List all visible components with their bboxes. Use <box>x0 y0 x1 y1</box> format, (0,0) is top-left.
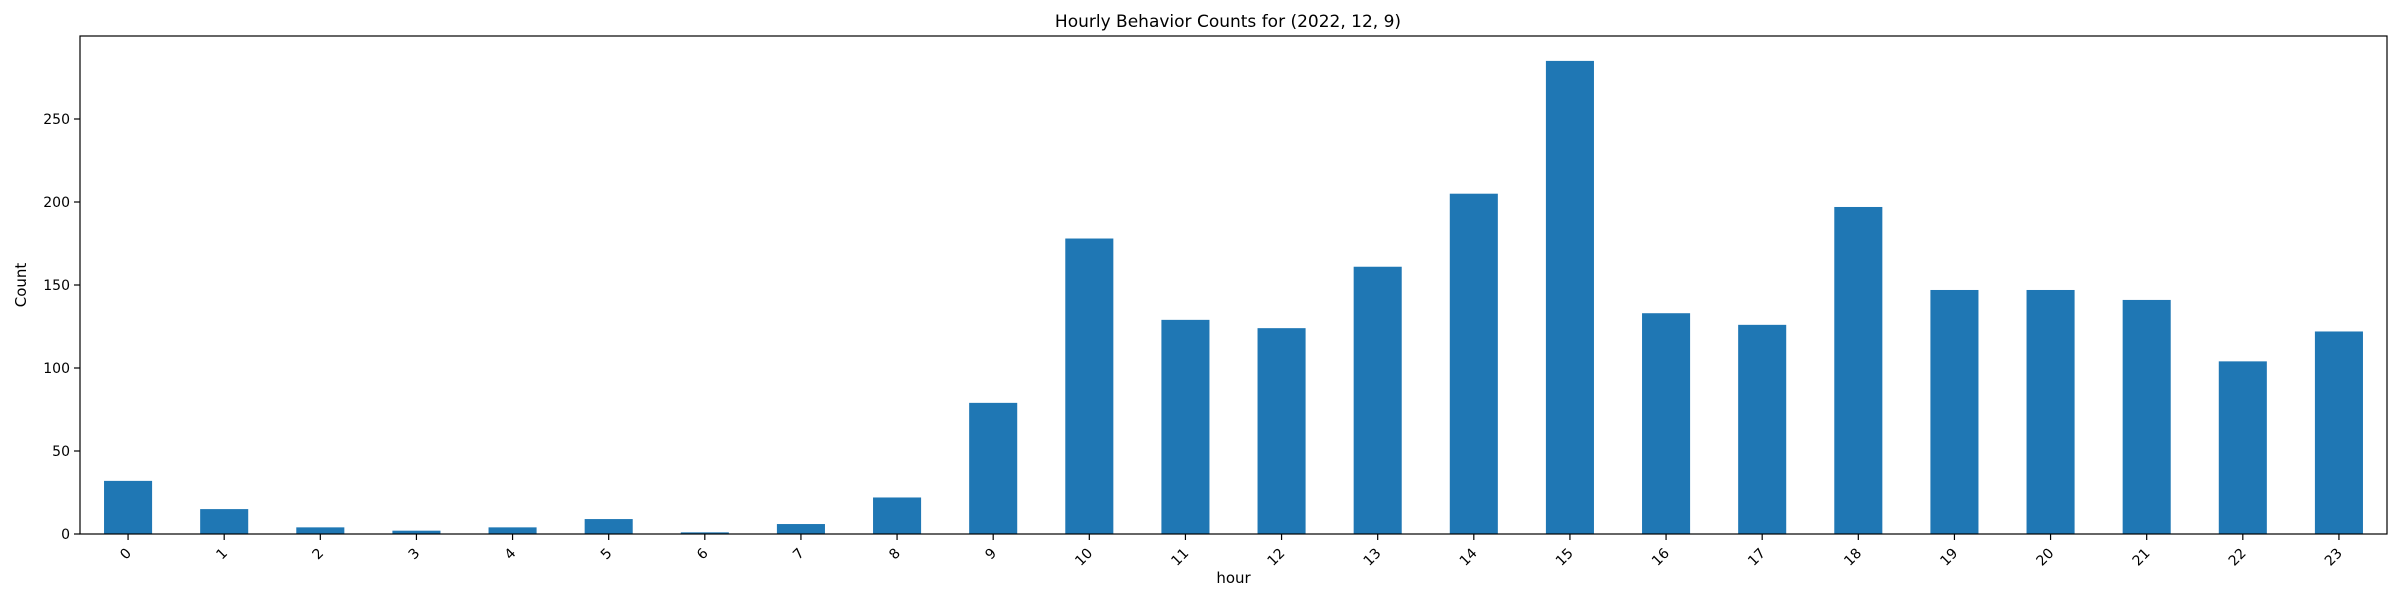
x-tick-label: 3 <box>406 546 424 564</box>
bar-hour-3 <box>392 530 441 534</box>
bar-hour-7 <box>776 524 825 534</box>
x-tick-label: 5 <box>598 546 616 564</box>
plot-frame <box>79 35 2388 535</box>
bars-group <box>104 60 2363 535</box>
y-tick-label: 100 <box>43 361 70 377</box>
x-tick-label: 8 <box>886 546 904 564</box>
x-tick-label: 1 <box>213 546 231 564</box>
x-tick-label: 21 <box>2130 546 2154 570</box>
bar-hour-0 <box>104 480 153 534</box>
bar-hour-8 <box>873 497 922 534</box>
bar-hour-12 <box>1257 328 1306 534</box>
y-tick-label: 50 <box>52 444 70 460</box>
bar-hour-22 <box>2218 361 2267 534</box>
bar-hour-9 <box>969 402 1018 534</box>
x-tick-label: 23 <box>2322 546 2346 570</box>
bar-hour-15 <box>1545 60 1594 535</box>
bar-hour-11 <box>1161 319 1210 534</box>
bar-hour-13 <box>1353 266 1402 534</box>
y-tick-label: 0 <box>61 527 70 543</box>
x-tick-label: 12 <box>1264 546 1288 570</box>
bar-hour-5 <box>584 519 633 534</box>
chart-title: Hourly Behavior Counts for (2022, 12, 9) <box>1055 12 1401 32</box>
bar-hour-14 <box>1449 193 1498 534</box>
bar-hour-18 <box>1834 206 1883 535</box>
x-axis: 0 1 2 3 4 5 6 7 8 9 10 11 12 13 14 15 16 17 18 19 20 21 22 23 <box>117 534 2346 570</box>
y-tick-label: 200 <box>43 195 70 211</box>
y-axis: 0 50 100 150 200 250 <box>43 112 80 543</box>
x-tick-label: 2 <box>310 546 328 564</box>
x-tick-label: 4 <box>502 545 520 563</box>
bar-hour-17 <box>1738 324 1787 534</box>
y-axis-label: Count <box>12 263 30 308</box>
bar-hour-23 <box>2314 331 2363 534</box>
y-tick-label: 250 <box>43 112 70 128</box>
x-tick-label: 0 <box>117 546 135 564</box>
bar-hour-6 <box>680 532 729 534</box>
x-tick-label: 18 <box>1841 546 1865 570</box>
x-tick-label: 10 <box>1072 546 1096 570</box>
x-tick-label: 13 <box>1361 546 1385 570</box>
x-tick-label: 14 <box>1457 545 1481 569</box>
x-tick-label: 11 <box>1168 546 1192 570</box>
x-tick-label: 15 <box>1553 546 1577 570</box>
x-tick-label: 9 <box>982 546 1000 564</box>
bar-hour-21 <box>2122 299 2171 534</box>
x-tick-label: 7 <box>790 546 808 564</box>
bar-hour-1 <box>200 509 249 534</box>
x-axis-label: hour <box>1216 569 1251 587</box>
bar-hour-16 <box>1642 313 1691 534</box>
x-tick-label: 19 <box>1937 546 1961 570</box>
x-tick-label: 17 <box>1745 546 1769 570</box>
bar-hour-4 <box>488 527 537 534</box>
bar-hour-2 <box>296 527 345 534</box>
bar-hour-10 <box>1065 238 1114 534</box>
x-tick-label: 20 <box>2033 546 2057 570</box>
y-tick-label: 150 <box>43 278 70 294</box>
bar-hour-19 <box>1930 289 1979 534</box>
x-tick-label: 6 <box>694 545 712 563</box>
x-tick-label: 16 <box>1649 545 1673 569</box>
x-tick-label: 22 <box>2226 546 2250 570</box>
bar-hour-20 <box>2026 289 2075 534</box>
